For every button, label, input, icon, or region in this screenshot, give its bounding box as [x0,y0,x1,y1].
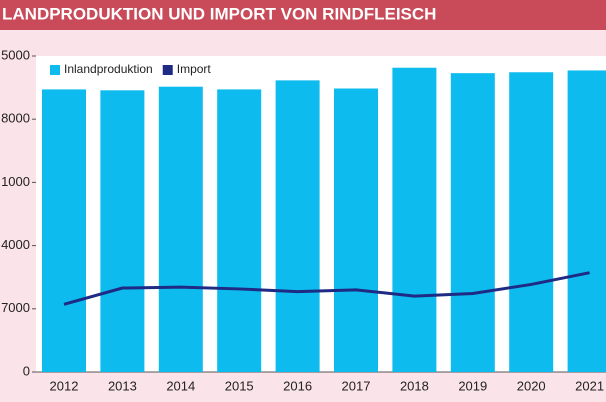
header-band [0,0,606,30]
bar [450,73,495,372]
y-tick-label: 7000 [1,300,30,315]
bar [42,89,86,373]
y-tick-label: 8000 [1,111,30,126]
legend-label: Import [177,62,212,76]
bar [100,90,145,373]
bar [217,89,262,373]
bar [334,88,378,372]
legend-swatch [162,65,173,75]
x-tick-label: 2013 [108,378,137,393]
x-tick-label: 2014 [166,378,195,393]
x-tick-label: 2017 [342,378,371,393]
legend-swatch [50,65,60,75]
x-tick-label: 2021 [575,378,604,393]
bar [509,72,554,372]
x-tick-label: 2016 [283,378,312,393]
line [63,271,590,306]
x-tick-label: 2018 [400,378,429,393]
chart-title: LANDPRODUKTION UND IMPORT VON RINDFLEISC… [2,4,436,23]
bar [158,86,203,372]
y-tick-label: 1000 [1,174,30,189]
bar [275,80,320,373]
y-tick-label: 5000 [1,47,30,62]
y-tick-label: 4000 [1,237,30,252]
x-tick-label: 2019 [458,378,487,393]
bar [567,70,606,373]
x-tick-label: 2012 [50,378,79,393]
x-tick-label: 2020 [517,378,546,393]
bar [392,67,437,372]
x-tick-label: 2015 [225,378,254,393]
legend-label: Inlandproduktion [64,62,153,76]
y-tick-label: 0 [23,363,30,378]
